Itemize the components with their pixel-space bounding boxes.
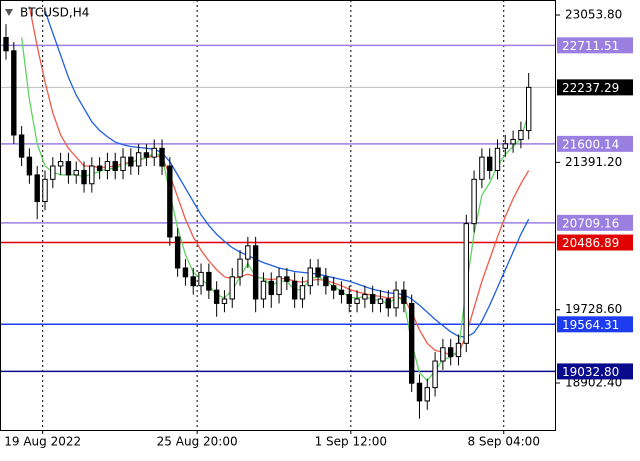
candle-body	[252, 245, 259, 300]
candle-body	[213, 289, 220, 304]
x-tick-label: 25 Aug 20:00	[157, 435, 238, 449]
candle-body	[245, 245, 251, 260]
candle-body	[260, 280, 267, 300]
level-label: 19564.31	[562, 318, 619, 332]
level-label-box	[557, 214, 633, 231]
chart-title: BTCUSD,H4	[20, 6, 89, 20]
x-tick-label: 19 Aug 2022	[4, 435, 81, 449]
candle-body	[26, 156, 33, 176]
candle-body	[42, 178, 48, 202]
level-label-box	[557, 37, 633, 54]
candle-body	[268, 280, 274, 296]
candle-body	[174, 236, 181, 269]
candle-body	[198, 271, 204, 287]
level-label: 19032.80	[562, 365, 619, 379]
candle-body	[385, 298, 391, 309]
y-tick-label: 23053.80	[565, 7, 622, 21]
y-tick-label: 21391.20	[565, 155, 622, 169]
axis: 19 Aug 2022 25 Aug 20:00 1 Sep 12:00 8 Sep …	[4, 7, 633, 449]
candle-body	[447, 347, 454, 358]
candle-body	[143, 152, 150, 158]
candle-body	[18, 134, 25, 158]
plot	[0, 6, 556, 419]
candle-body	[276, 276, 282, 296]
level-label: 20709.16	[562, 216, 619, 230]
candle-body	[229, 276, 235, 300]
y-tick-label: 19728.60	[565, 302, 622, 316]
candle-body	[237, 258, 243, 278]
level-label: 21600.14	[562, 137, 619, 151]
level-label-box	[557, 363, 633, 380]
candle-body	[486, 156, 493, 171]
x-tick-label: 8 Sep 04:00	[467, 435, 539, 449]
candle-body	[89, 165, 95, 185]
candle-body	[525, 86, 532, 132]
candle-body	[307, 267, 313, 287]
candle-body	[81, 169, 87, 185]
candle-body	[393, 289, 399, 309]
candle-body	[112, 161, 118, 171]
candle-body	[96, 165, 103, 171]
candle-body	[330, 285, 337, 291]
candle-body	[167, 165, 173, 238]
candle-body	[432, 360, 438, 389]
symbol-icon	[5, 9, 13, 16]
candle-body	[518, 130, 524, 140]
candle-body	[128, 156, 134, 167]
candle-body	[369, 294, 376, 304]
candle-body	[182, 267, 189, 278]
candle-body	[471, 178, 477, 225]
candle-body	[455, 342, 462, 358]
candle-body	[510, 138, 516, 145]
candle-body	[159, 147, 165, 167]
candle-body	[440, 347, 446, 362]
candle-body	[401, 289, 407, 304]
candle-body	[299, 285, 306, 300]
candle-body	[50, 165, 56, 180]
candle-body	[104, 161, 111, 171]
level-label: 20486.89	[562, 236, 619, 250]
candle-body	[424, 387, 430, 402]
candle-body	[190, 276, 196, 287]
candle-body	[120, 156, 126, 171]
level-label-box	[557, 135, 633, 152]
candle-body	[291, 280, 298, 300]
candle-body	[11, 50, 17, 136]
candle-body	[502, 143, 508, 149]
candle-body	[416, 382, 423, 402]
candle-body	[34, 174, 40, 202]
x-tick-label: 1 Sep 12:00	[315, 435, 387, 449]
level-label-box	[557, 316, 633, 333]
candle-body	[362, 294, 368, 300]
candle-body	[494, 147, 501, 171]
candle-body	[315, 267, 321, 278]
price-label-box	[557, 79, 633, 96]
price-label: 22237.29	[562, 81, 619, 95]
candle-body	[65, 161, 72, 176]
candle-body	[135, 152, 142, 167]
plot-frame	[0, 0, 556, 431]
candle-body	[73, 169, 79, 176]
candle-body	[354, 298, 360, 304]
candle-body	[284, 276, 290, 282]
candle-body	[323, 276, 329, 287]
level-label-box	[557, 234, 633, 251]
candle-body	[346, 294, 352, 304]
candle-body	[151, 147, 157, 158]
candle-body	[57, 161, 64, 167]
candle-body	[463, 223, 469, 344]
candle-body	[377, 298, 384, 304]
candle-body	[338, 289, 345, 296]
candle-body	[408, 302, 415, 384]
level-label: 22711.51	[562, 39, 619, 53]
candle-body	[3, 36, 9, 52]
candle-body	[221, 298, 228, 304]
candle-body	[479, 156, 485, 180]
candle-body	[206, 271, 212, 291]
